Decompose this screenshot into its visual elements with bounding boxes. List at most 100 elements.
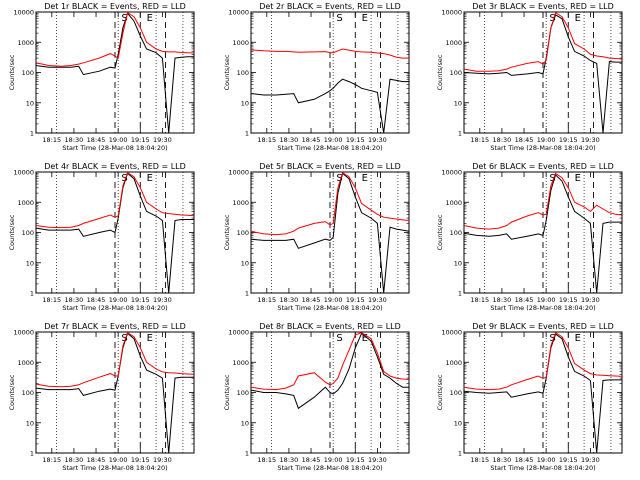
x-tick-label: 18:30 bbox=[280, 136, 299, 144]
y-tick-label: 10 bbox=[454, 419, 462, 427]
x-tick-label: 19:30 bbox=[153, 136, 172, 144]
x-tick-label: 19:30 bbox=[368, 456, 387, 464]
x-tick-label: 18:30 bbox=[493, 136, 512, 144]
y-tick-label: 100 bbox=[237, 389, 249, 397]
y-tick-label: 1000 bbox=[17, 199, 34, 207]
x-axis-label: Start Time (28-Mar-08 18:04:20) bbox=[62, 464, 167, 472]
y-axis-label: Counts/sec bbox=[8, 214, 16, 250]
x-tick-label: 19:30 bbox=[581, 456, 600, 464]
y-axis-label: Counts/sec bbox=[436, 54, 444, 90]
x-tick-label: 19:30 bbox=[153, 456, 172, 464]
detector-panel-6: Det 6r BLACK = Events, RED = LLD 1 10 100 10… bbox=[436, 162, 623, 312]
y-tick-label: 1 bbox=[245, 130, 249, 138]
lld-series-line bbox=[36, 12, 194, 67]
start-marker-label: S bbox=[549, 13, 555, 24]
lld-series-line bbox=[251, 172, 409, 236]
y-tick-label: 1000 bbox=[445, 359, 462, 367]
y-tick-label: 1 bbox=[30, 450, 34, 458]
x-tick-label: 19:15 bbox=[559, 136, 578, 144]
y-tick-label: 10000 bbox=[13, 169, 34, 177]
lld-series-line bbox=[251, 48, 409, 59]
lld-series-line bbox=[36, 332, 194, 388]
lld-series-line bbox=[251, 332, 409, 391]
detector-panel-2: Det 2r BLACK = Events, RED = LLD 1 10 100 10… bbox=[223, 2, 410, 152]
end-marker-label: E bbox=[147, 13, 153, 24]
panel-title: Det 5r BLACK = Events, RED = LLD bbox=[259, 162, 401, 171]
start-marker-label: S bbox=[549, 333, 555, 344]
y-tick-label: 100 bbox=[237, 229, 249, 237]
detector-panel-9: Det 9r BLACK = Events, RED = LLD 1 10 100 10… bbox=[436, 322, 623, 472]
x-tick-label: 18:30 bbox=[65, 456, 84, 464]
x-tick-label: 18:30 bbox=[280, 296, 299, 304]
x-tick-label: 18:30 bbox=[65, 296, 84, 304]
panel-title: Det 1r BLACK = Events, RED = LLD bbox=[44, 2, 186, 11]
start-marker-label: S bbox=[336, 333, 342, 344]
x-axis-label: Start Time (28-Mar-08 18:04:20) bbox=[277, 144, 382, 152]
y-tick-label: 1 bbox=[30, 290, 34, 298]
x-tick-label: 19:15 bbox=[346, 296, 365, 304]
x-tick-label: 18:45 bbox=[87, 136, 106, 144]
y-tick-label: 10 bbox=[26, 259, 34, 267]
start-marker-label: S bbox=[121, 333, 127, 344]
x-tick-label: 18:15 bbox=[470, 456, 489, 464]
x-tick-label: 19:15 bbox=[346, 456, 365, 464]
x-tick-label: 18:15 bbox=[470, 296, 489, 304]
y-tick-label: 10000 bbox=[228, 9, 249, 17]
y-tick-label: 10 bbox=[26, 419, 34, 427]
y-axis-label: Counts/sec bbox=[8, 374, 16, 410]
panel-title: Det 3r BLACK = Events, RED = LLD bbox=[472, 2, 614, 11]
x-tick-label: 18:15 bbox=[42, 456, 61, 464]
y-tick-label: 10000 bbox=[13, 329, 34, 337]
x-axis-label: Start Time (28-Mar-08 18:04:20) bbox=[277, 464, 382, 472]
x-tick-label: 19:00 bbox=[324, 136, 343, 144]
x-axis-label: Start Time (28-Mar-08 18:04:20) bbox=[62, 144, 167, 152]
y-tick-label: 1000 bbox=[17, 359, 34, 367]
events-series-line bbox=[251, 172, 409, 293]
end-marker-label: E bbox=[147, 173, 153, 184]
x-axis-label: Start Time (28-Mar-08 18:04:20) bbox=[490, 144, 595, 152]
x-tick-label: 18:45 bbox=[302, 136, 321, 144]
y-tick-label: 1 bbox=[245, 450, 249, 458]
x-tick-label: 19:30 bbox=[368, 296, 387, 304]
start-marker-label: S bbox=[336, 173, 342, 184]
panel-title: Det 2r BLACK = Events, RED = LLD bbox=[259, 2, 401, 11]
y-tick-label: 10 bbox=[241, 419, 249, 427]
y-tick-label: 10 bbox=[241, 99, 249, 107]
y-tick-label: 100 bbox=[237, 69, 249, 77]
x-tick-label: 19:15 bbox=[131, 136, 150, 144]
y-tick-label: 100 bbox=[450, 389, 462, 397]
x-tick-label: 19:30 bbox=[581, 296, 600, 304]
y-tick-label: 10000 bbox=[441, 9, 462, 17]
x-tick-label: 19:15 bbox=[559, 456, 578, 464]
detector-panel-3: Det 3r BLACK = Events, RED = LLD 1 10 100 10… bbox=[436, 2, 623, 152]
x-tick-label: 19:15 bbox=[559, 296, 578, 304]
panel-title: Det 7r BLACK = Events, RED = LLD bbox=[44, 322, 186, 331]
panel-title: Det 9r BLACK = Events, RED = LLD bbox=[472, 322, 614, 331]
y-tick-label: 100 bbox=[22, 389, 34, 397]
x-axis-label: Start Time (28-Mar-08 18:04:20) bbox=[490, 464, 595, 472]
y-tick-label: 10 bbox=[26, 99, 34, 107]
y-axis-label: Counts/sec bbox=[223, 54, 231, 90]
y-tick-label: 1 bbox=[458, 290, 462, 298]
y-tick-label: 10000 bbox=[228, 169, 249, 177]
lld-series-line bbox=[464, 332, 622, 391]
x-tick-label: 18:45 bbox=[515, 136, 534, 144]
panel-title: Det 8r BLACK = Events, RED = LLD bbox=[259, 322, 401, 331]
x-tick-label: 19:30 bbox=[368, 136, 387, 144]
events-series-line bbox=[251, 332, 409, 410]
x-tick-label: 18:45 bbox=[302, 296, 321, 304]
y-tick-label: 10 bbox=[454, 99, 462, 107]
y-tick-label: 1000 bbox=[232, 359, 249, 367]
x-tick-label: 18:15 bbox=[42, 136, 61, 144]
x-tick-label: 19:00 bbox=[537, 456, 556, 464]
x-tick-label: 18:30 bbox=[493, 296, 512, 304]
y-tick-label: 10 bbox=[241, 259, 249, 267]
y-tick-label: 1 bbox=[30, 130, 34, 138]
x-tick-label: 19:15 bbox=[131, 296, 150, 304]
y-tick-label: 10 bbox=[454, 259, 462, 267]
x-tick-label: 19:00 bbox=[109, 456, 128, 464]
start-marker-label: S bbox=[121, 13, 127, 24]
x-tick-label: 19:30 bbox=[581, 136, 600, 144]
x-tick-label: 19:00 bbox=[324, 296, 343, 304]
